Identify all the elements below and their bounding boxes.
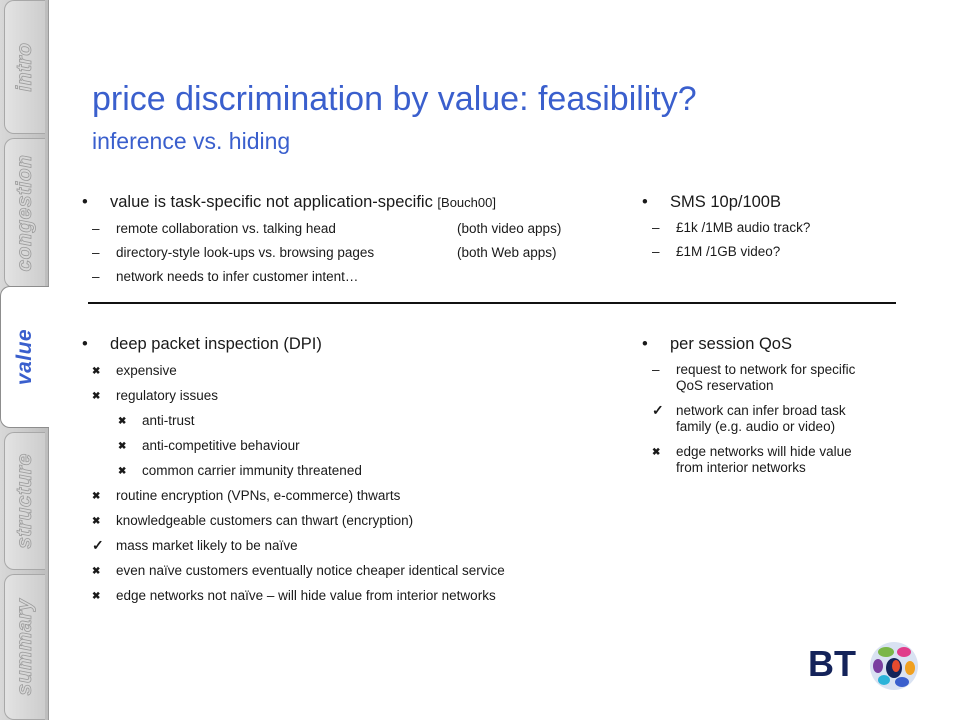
dash-mark: – <box>652 362 660 377</box>
cross-icon: ✖ <box>92 391 101 402</box>
sub-item-text: common carrier immunity threatened <box>142 463 362 478</box>
slide-title: price discrimination by value: feasibili… <box>92 80 697 118</box>
dash-mark: – <box>92 269 100 284</box>
bt-logo-graphic: BT <box>808 642 918 690</box>
cross-icon: ✖ <box>118 466 127 477</box>
sub-item-text: remote collaboration vs. talking head <box>116 221 336 236</box>
bullet-text: deep packet inspection (DPI) <box>110 335 322 353</box>
bt-logo: BT <box>806 632 924 696</box>
sub-item-note: (both Web apps) <box>457 245 557 260</box>
tab-congestion[interactable]: congestion <box>4 138 45 288</box>
sub-item: ✖ knowledgeable customers can thwart (en… <box>82 513 622 529</box>
bullet-item: • per session QoS <box>642 334 910 354</box>
cross-icon: ✖ <box>92 566 101 577</box>
sub-item-text: £1k /1MB audio track? <box>676 220 811 235</box>
sub-item: – remote collaboration vs. talking head … <box>82 221 622 237</box>
bt-logo-text: BT <box>808 643 856 684</box>
cross-icon: ✖ <box>92 366 101 377</box>
bottom-left-block: • deep packet inspection (DPI) ✖ expensi… <box>82 334 622 604</box>
tab-summary[interactable]: summary <box>4 574 45 720</box>
sub-item-text: routine encryption (VPNs, e-commerce) th… <box>116 488 401 503</box>
bullet-item: • deep packet inspection (DPI) <box>82 334 622 354</box>
section-divider <box>88 302 896 304</box>
bullet-text: value is task-specific not application-s… <box>110 193 433 211</box>
sub-item-text: network can infer broad task family (e.g… <box>676 403 846 434</box>
sub-item: ✖ regulatory issues <box>82 388 622 404</box>
bullet-mark: • <box>82 335 88 353</box>
sub-item-text: expensive <box>116 363 177 378</box>
sub-item: ✓ network can infer broad task family (e… <box>642 402 876 435</box>
sub-item: ✓ mass market likely to be naïve <box>82 537 622 554</box>
sub-item-text: anti-competitive behaviour <box>142 438 300 453</box>
sub-item: ✖ edge networks will hide value from int… <box>642 444 876 476</box>
dash-mark: – <box>92 245 100 260</box>
bullet-item: • value is task-specific not application… <box>82 192 622 213</box>
sub-item: ✖ even naïve customers eventually notice… <box>82 563 622 579</box>
tab-intro-label: intro <box>13 42 37 92</box>
check-icon: ✓ <box>652 402 664 418</box>
tab-congestion-label: congestion <box>13 154 37 272</box>
bullet-mark: • <box>82 193 88 211</box>
section-nav: intro congestion value structure summary <box>0 0 49 720</box>
reference: [Bouch00] <box>437 195 496 210</box>
check-icon: ✓ <box>92 537 104 553</box>
sub-item: – network needs to infer customer intent… <box>82 269 622 285</box>
sub-item-text: £1M /1GB video? <box>676 244 781 259</box>
top-right-block: • SMS 10p/100B – £1k /1MB audio track? –… <box>642 192 902 260</box>
sub-sub-item: ✖ anti-trust <box>82 413 622 429</box>
sub-item-text: directory-style look-ups vs. browsing pa… <box>116 245 375 260</box>
tab-value-label: value <box>13 328 36 386</box>
sub-item: – £1k /1MB audio track? <box>642 220 902 236</box>
sub-item: ✖ edge networks not naïve – will hide va… <box>82 588 622 604</box>
cross-icon: ✖ <box>118 441 127 452</box>
sub-item: – directory-style look-ups vs. browsing … <box>82 245 622 261</box>
dash-mark: – <box>92 221 100 236</box>
cross-icon: ✖ <box>92 516 101 527</box>
cross-icon: ✖ <box>118 416 127 427</box>
bullet-text: SMS 10p/100B <box>670 193 781 211</box>
sub-sub-item: ✖ common carrier immunity threatened <box>82 463 622 479</box>
sub-item-text: regulatory issues <box>116 388 219 403</box>
sub-item-text: request to network for specific QoS rese… <box>676 362 856 393</box>
cross-icon: ✖ <box>92 491 101 502</box>
sub-item-text: edge networks will hide value from inter… <box>676 444 852 475</box>
sub-item-text: even naïve customers eventually notice c… <box>116 563 505 578</box>
cross-icon: ✖ <box>92 591 101 602</box>
sub-item-note: (both video apps) <box>457 221 562 236</box>
dash-mark: – <box>652 220 660 235</box>
bullet-mark: • <box>642 193 648 211</box>
tab-structure-label: structure <box>13 453 37 549</box>
sub-item-text: knowledgeable customers can thwart (encr… <box>116 513 414 528</box>
sub-item: ✖ expensive <box>82 363 622 379</box>
tab-value[interactable]: value <box>0 286 49 428</box>
bullet-mark: • <box>642 335 648 353</box>
bullet-item: • SMS 10p/100B <box>642 192 902 212</box>
tab-structure[interactable]: structure <box>4 432 45 570</box>
bullet-text: per session QoS <box>670 335 792 353</box>
tab-intro[interactable]: intro <box>4 0 45 134</box>
top-left-block: • value is task-specific not application… <box>82 192 622 285</box>
bottom-right-block: • per session QoS – request to network f… <box>642 334 910 476</box>
sub-item-text: mass market likely to be naïve <box>116 538 298 553</box>
sub-item-text: network needs to infer customer intent… <box>116 269 359 284</box>
sub-item: ✖ routine encryption (VPNs, e-commerce) … <box>82 488 622 504</box>
sub-item-text: anti-trust <box>142 413 195 428</box>
sub-item: – £1M /1GB video? <box>642 244 902 260</box>
slide-subtitle: inference vs. hiding <box>92 128 291 154</box>
sub-sub-item: ✖ anti-competitive behaviour <box>82 438 622 454</box>
sub-item: – request to network for specific QoS re… <box>642 362 866 394</box>
cross-icon: ✖ <box>652 447 661 458</box>
tab-summary-label: summary <box>13 598 37 696</box>
dash-mark: – <box>652 244 660 259</box>
sub-item-text: edge networks not naïve – will hide valu… <box>116 588 496 603</box>
